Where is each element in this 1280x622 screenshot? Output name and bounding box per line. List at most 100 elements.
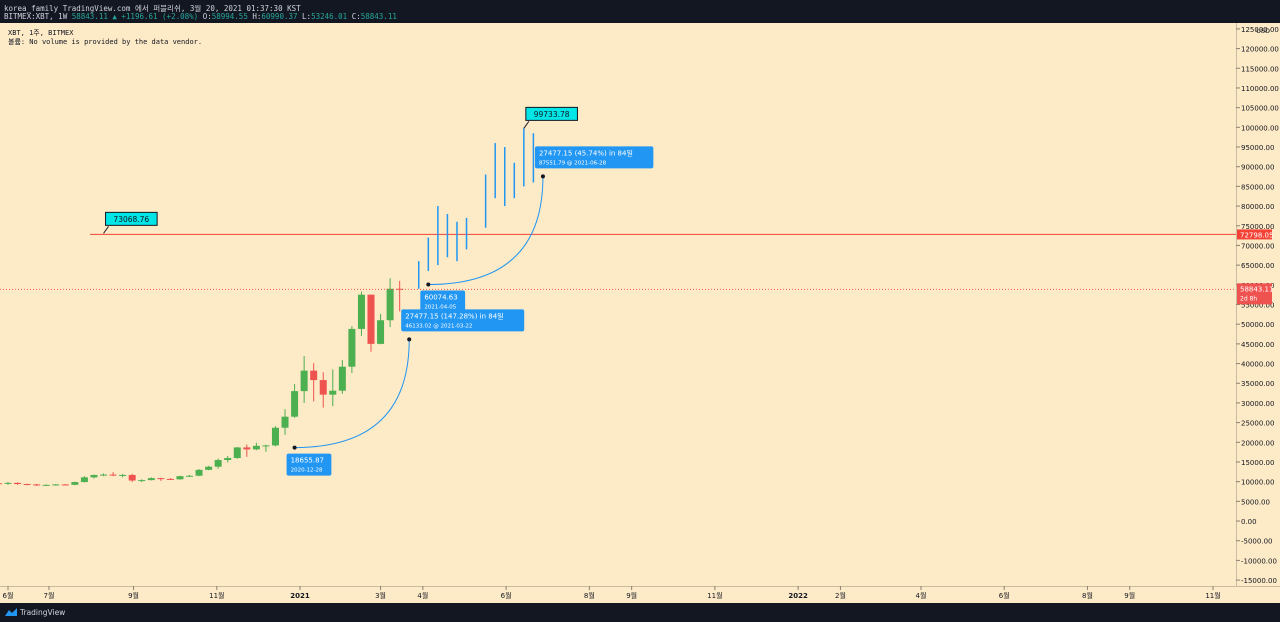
candle-body bbox=[329, 390, 337, 395]
candle-body bbox=[233, 447, 241, 459]
x-tick-label: 6월 bbox=[501, 591, 512, 600]
candle-body bbox=[4, 482, 12, 484]
y-tick-label: -15000.00 bbox=[1241, 577, 1277, 585]
y-tick-label: 0.00 bbox=[1241, 518, 1257, 526]
y-tick-label: 15000.00 bbox=[1241, 459, 1274, 467]
candle-body bbox=[252, 445, 260, 450]
x-tick-label: 2021 bbox=[290, 592, 310, 600]
x-tick-label: 11월 bbox=[209, 591, 224, 600]
x-tick-label: 4월 bbox=[916, 591, 927, 600]
price-chart[interactable]: 125000.00 120000.00 115000.00 110000.00 1050… bbox=[0, 23, 1280, 603]
brand-name[interactable]: TradingView bbox=[20, 608, 66, 617]
candle-body bbox=[166, 478, 174, 480]
measure-sub-text: 87551.79 @ 2021-06-28 bbox=[539, 160, 607, 166]
y-tick-label: 80000.00 bbox=[1241, 203, 1274, 211]
y-tick-label: 120000.00 bbox=[1241, 46, 1279, 54]
y-tick-label: 30000.00 bbox=[1241, 400, 1274, 408]
candle-body bbox=[128, 474, 136, 481]
measure-sub-text: 2021-04-05 bbox=[424, 305, 456, 311]
x-tick-label: 2022 bbox=[788, 592, 808, 600]
y-tick-label: -5000.00 bbox=[1241, 538, 1272, 546]
ohlc-line: BITMEX:XBT, 1W 58843.11 ▲ +1196.61 (+2.0… bbox=[4, 12, 397, 21]
measure-main-text: 18655.87 bbox=[291, 457, 324, 465]
candle-body bbox=[42, 484, 50, 486]
candle-body bbox=[195, 469, 203, 476]
x-tick-label: 8월 bbox=[1082, 591, 1093, 600]
candle-body bbox=[109, 474, 117, 476]
candle-body bbox=[23, 484, 31, 486]
candle-body bbox=[377, 320, 385, 344]
last-price: 58843.11 bbox=[71, 12, 108, 21]
candle-body bbox=[271, 427, 279, 446]
x-tick-label: 11월 bbox=[707, 591, 722, 600]
plot-background bbox=[0, 23, 1236, 586]
up-arrow-icon: ▲ bbox=[112, 12, 117, 21]
callout-box bbox=[525, 106, 578, 121]
arc-end-point bbox=[540, 174, 545, 179]
measure-label-box bbox=[286, 453, 332, 476]
y-tick-label: 65000.00 bbox=[1241, 262, 1274, 270]
y-tick-label: 85000.00 bbox=[1241, 183, 1274, 191]
open-label: O: bbox=[202, 12, 212, 21]
time-axis-background bbox=[0, 586, 1280, 603]
y-tick-label: 50000.00 bbox=[1241, 321, 1274, 329]
tradingview-logo-icon[interactable] bbox=[5, 608, 17, 616]
callout-pointer bbox=[103, 226, 109, 234]
candle-body bbox=[119, 474, 127, 476]
measure-label-box bbox=[534, 146, 654, 169]
low-label: L: bbox=[302, 12, 312, 21]
x-tick-label: 4월 bbox=[417, 591, 428, 600]
chart-header: korea_family TradingView.com 에서 퍼블리쉬, 3월… bbox=[0, 0, 1280, 23]
chart-area[interactable]: 125000.00 120000.00 115000.00 110000.00 1050… bbox=[0, 23, 1280, 603]
candle-body bbox=[224, 458, 232, 461]
publish-info: korea_family TradingView.com 에서 퍼블리쉬, 3월… bbox=[4, 4, 301, 13]
y-tick-label: 25000.00 bbox=[1241, 420, 1274, 428]
callout-pointer bbox=[523, 121, 530, 129]
candle-body bbox=[262, 445, 270, 447]
x-tick-label: 6월 bbox=[999, 591, 1010, 600]
candle-body bbox=[80, 477, 88, 483]
projection-arc bbox=[428, 176, 544, 286]
candle-body bbox=[52, 484, 60, 486]
candle-body bbox=[138, 480, 146, 482]
candle-body bbox=[205, 466, 213, 470]
symbol-label: BITMEX:XBT, 1W bbox=[4, 12, 68, 21]
countdown-text: 2d 8h bbox=[1240, 295, 1257, 302]
legend: XBT, 1주, BITMEX 볼륨: No volume is provide… bbox=[8, 29, 202, 47]
measure-label-box bbox=[401, 309, 525, 332]
candle-body bbox=[176, 476, 184, 480]
y-tick-label: 125000.00 bbox=[1241, 26, 1279, 34]
y-tick-label: 105000.00 bbox=[1241, 105, 1279, 113]
arc-start-point bbox=[426, 282, 431, 287]
y-tick-label: 70000.00 bbox=[1241, 242, 1274, 250]
candle-body bbox=[33, 484, 41, 486]
projection-arc bbox=[294, 339, 410, 449]
candle-body bbox=[319, 380, 327, 395]
x-tick-label: 6월 bbox=[3, 591, 14, 600]
y-tick-label: 90000.00 bbox=[1241, 164, 1274, 172]
last-price-tag bbox=[1237, 283, 1272, 305]
x-tick-label: 8월 bbox=[584, 591, 595, 600]
candle-body bbox=[338, 366, 346, 391]
x-tick-label: 9월 bbox=[626, 591, 637, 600]
measure-sub-text: 46133.02 @ 2021-03-22 bbox=[405, 323, 472, 329]
candle-body bbox=[310, 370, 318, 381]
candle-body bbox=[281, 416, 289, 428]
candle-body bbox=[186, 475, 194, 477]
candle-body bbox=[243, 447, 251, 450]
level-price-text: 72798.05 bbox=[1240, 231, 1273, 239]
measure-sub-text: 2020-12-28 bbox=[291, 468, 323, 474]
callout-text: 73068.76 bbox=[113, 215, 149, 224]
candle-body bbox=[90, 474, 98, 478]
open-value: 58994.55 bbox=[211, 12, 248, 21]
candle-body bbox=[157, 478, 165, 480]
measure-label-box bbox=[420, 290, 466, 313]
price-axis-background bbox=[1236, 23, 1280, 586]
arc-end-point bbox=[407, 337, 412, 342]
y-tick-label: 115000.00 bbox=[1241, 65, 1279, 73]
close-label: C: bbox=[351, 12, 361, 21]
legend-volume-note: 볼륨: No volume is provided by the data ve… bbox=[8, 38, 203, 46]
x-tick-label: 7월 bbox=[43, 591, 54, 600]
y-tick-label: 35000.00 bbox=[1241, 380, 1274, 388]
high-value: 60990.37 bbox=[261, 12, 298, 21]
